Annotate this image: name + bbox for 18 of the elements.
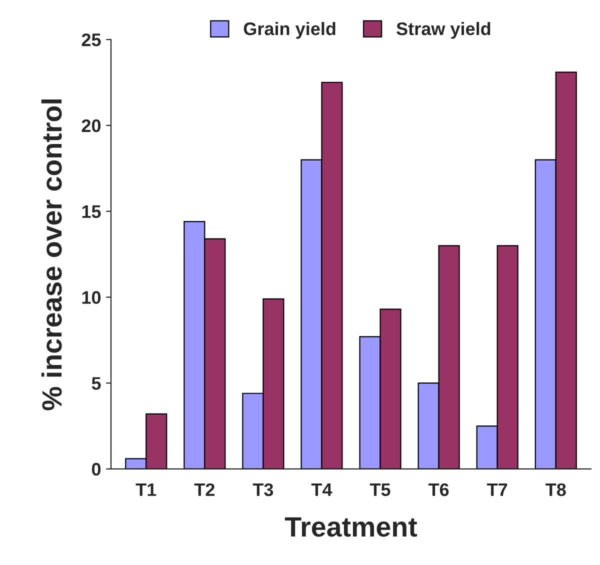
legend-label: Straw yield <box>396 22 490 39</box>
y-axis-title: % increase over control <box>41 100 62 410</box>
x-tick-label: T8 <box>546 483 566 496</box>
y-tick-label: 20 <box>82 119 101 132</box>
x-axis-title: Treatment <box>284 517 418 537</box>
y-tick-label: 10 <box>82 291 101 304</box>
x-tick-label: T3 <box>252 483 274 496</box>
x-tick-label: T5 <box>370 484 390 496</box>
x-tick-label: T4 <box>311 484 332 496</box>
y-tick-label: 25 <box>82 33 101 46</box>
y-tick-label: 5 <box>92 377 101 390</box>
legend-label: Grain yield <box>244 22 336 39</box>
y-tick-label: 15 <box>82 205 101 218</box>
x-tick-label: T1 <box>136 484 156 496</box>
y-tick-label: 0 <box>92 462 101 476</box>
x-tick-label: T7 <box>487 484 508 496</box>
x-tick-label: T6 <box>428 483 449 496</box>
x-tick-label: T2 <box>194 483 214 496</box>
